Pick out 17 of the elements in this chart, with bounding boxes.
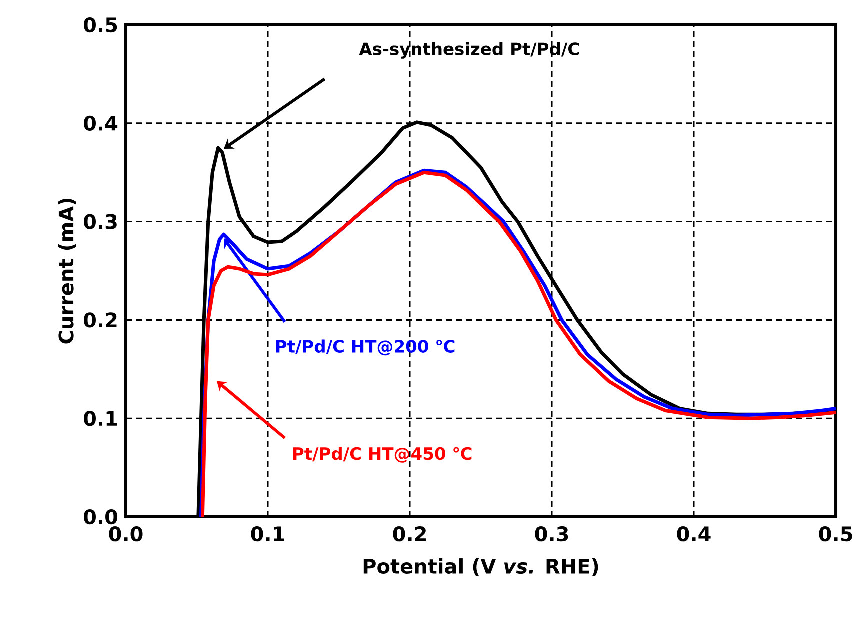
text: As-synthesized Pt/Pd/C [359,42,580,59]
y-tick-label: 0.3 [84,214,117,230]
y-tick-label: 0.5 [84,17,118,33]
text: Pt/Pd/C HT@200 ℃ [276,340,455,356]
y-tick-label: 0.0 [84,509,118,525]
text: Pt/Pd/C HT@450 ℃ [293,447,472,463]
x-tick-label: 0.3 [535,526,568,542]
x-tick-label: 0.1 [251,526,284,542]
x-tick-label: 0.4 [677,526,711,542]
y-axis-title: Current (mA) [58,198,76,344]
x-tick-label: 0.5 [819,526,852,542]
y-tick-label: 0.1 [84,411,118,426]
y-tick-label: 0.2 [84,312,117,328]
x-tick-label: 0.0 [109,526,143,542]
x-axis-title: Potential (V vs. RHE) [364,558,598,576]
x-tick-label: 0.2 [393,526,426,542]
y-tick-label: 0.4 [84,116,118,131]
